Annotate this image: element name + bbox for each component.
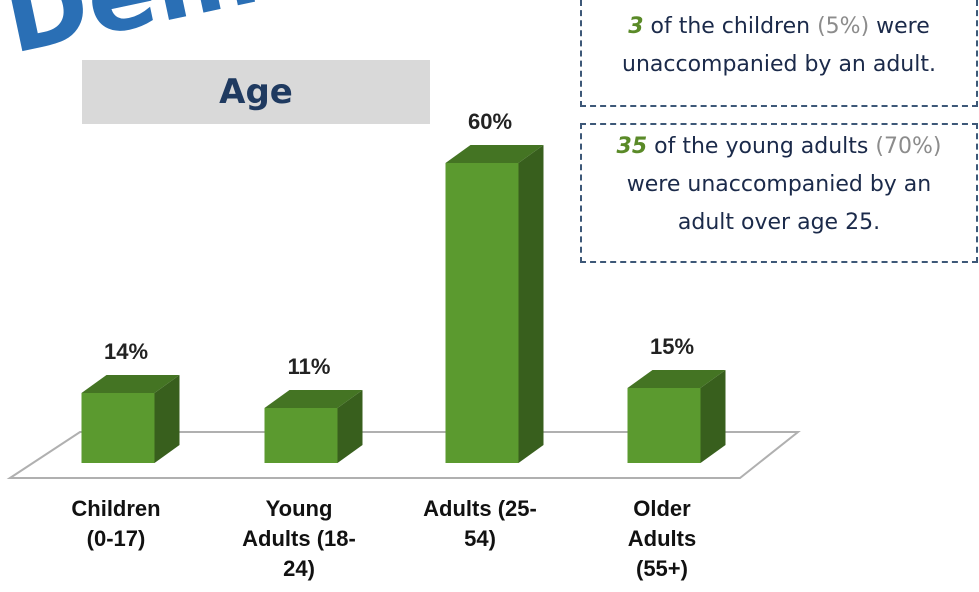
annotation-box: 35 of the young adults (70%) were unacco…	[580, 123, 978, 263]
value-label: 15%	[650, 334, 694, 359]
bar-side	[518, 145, 544, 463]
value-label: 14%	[104, 339, 148, 364]
value-label: 11%	[288, 354, 331, 379]
annotation-text: 35	[616, 134, 648, 159]
annotation-text: of the children	[643, 14, 818, 39]
bar-top	[81, 375, 180, 393]
annotation-text: (5%)	[817, 14, 870, 39]
bar-top	[445, 145, 544, 163]
x-tick-label: Children (0-17)	[71, 496, 161, 551]
bar-side	[337, 390, 363, 463]
annotation-text: (70%)	[875, 134, 942, 159]
title-box	[82, 60, 430, 124]
bar	[445, 163, 519, 463]
annotation-text: were unaccompanied by an adult.	[622, 14, 936, 77]
annotation-text: 3	[628, 14, 644, 39]
x-tick-label: Young Adults (18-24)	[242, 496, 356, 581]
annotation-text: were unaccompanied by an adult over age …	[626, 172, 932, 235]
bar	[81, 393, 155, 463]
floor	[6, 431, 801, 479]
value-label: 60%	[468, 109, 512, 134]
bar-top	[627, 370, 726, 388]
bar-top	[264, 390, 363, 408]
x-tick-label: Adults (25-54)	[423, 496, 537, 551]
bar	[264, 408, 338, 463]
bar	[627, 388, 701, 463]
chart-title: Age	[219, 72, 293, 112]
annotation-text: of the young adults	[647, 134, 876, 159]
bar-side	[700, 370, 726, 463]
x-tick-label: Older Adults (55+)	[627, 496, 697, 581]
annotation-box: 3 of the children (5%) were unaccompanie…	[580, 0, 978, 107]
bar-side	[154, 375, 180, 463]
